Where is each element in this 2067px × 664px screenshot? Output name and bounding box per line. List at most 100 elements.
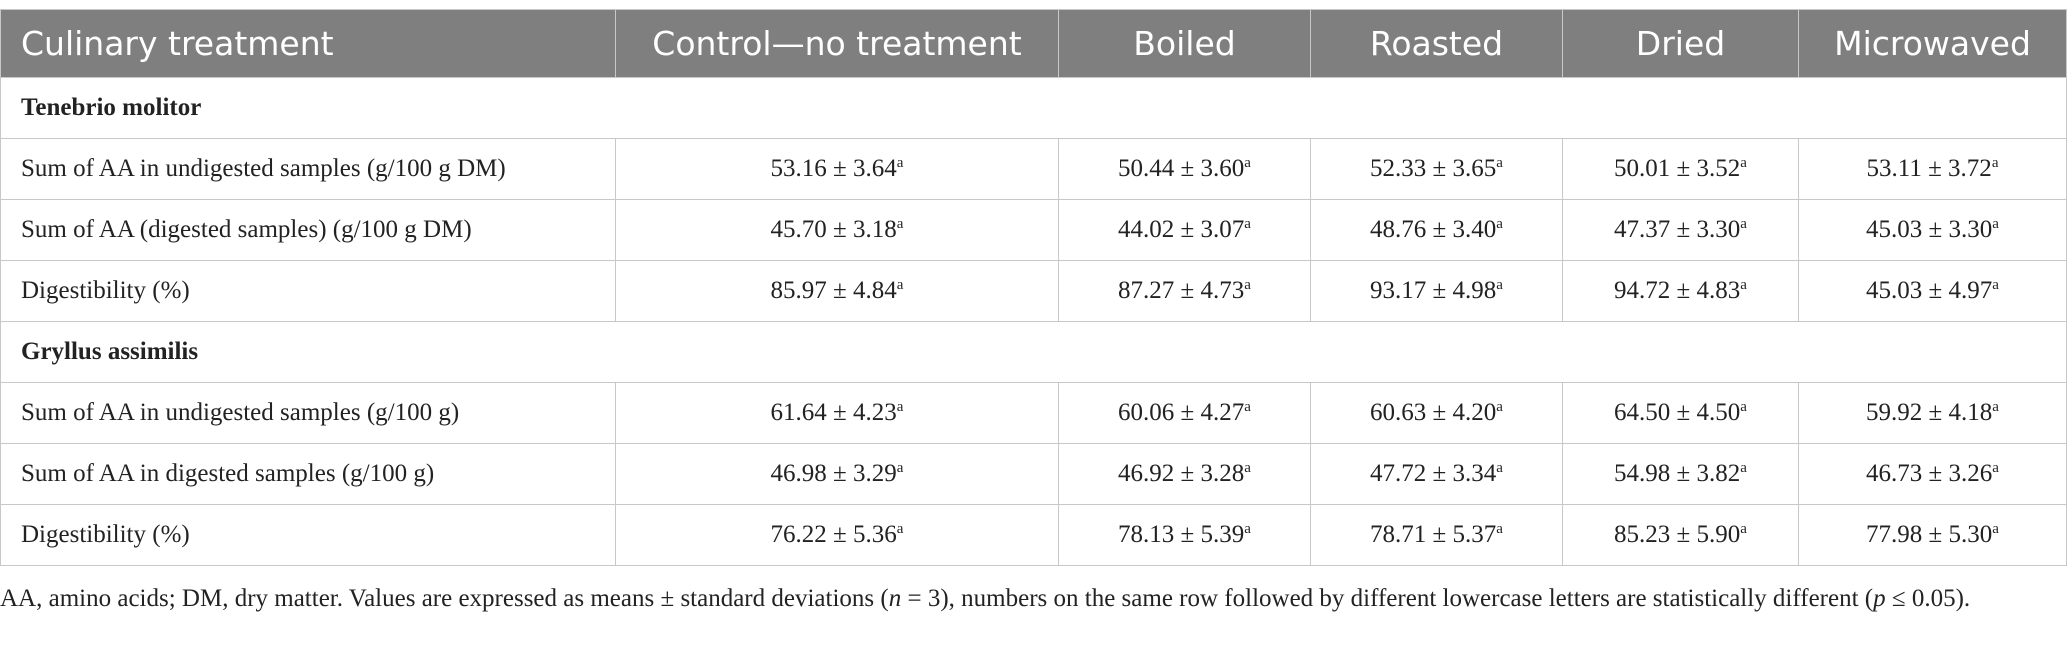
section-row: Tenebrio molitor — [0, 77, 2067, 139]
cell-superscript: a — [1992, 460, 1999, 476]
cell: 76.22 ± 5.36a — [615, 504, 1059, 566]
cell-superscript: a — [1244, 155, 1251, 171]
cell: 46.98 ± 3.29a — [615, 443, 1059, 505]
row-label: Sum of AA in digested samples (g/100 g) — [0, 443, 616, 505]
cell-superscript: a — [1496, 521, 1503, 537]
cell-value: 78.13 ± 5.39 — [1118, 521, 1245, 548]
cell-value: 85.23 ± 5.90 — [1614, 521, 1741, 548]
footnote-text: = 3), numbers on the same row followed b… — [901, 585, 1874, 612]
footnote-text: p — [1873, 585, 1886, 612]
row-label: Digestibility (%) — [0, 260, 616, 322]
cell-superscript: a — [1244, 399, 1251, 415]
cell: 85.23 ± 5.90a — [1562, 504, 1799, 566]
cell: 54.98 ± 3.82a — [1562, 443, 1799, 505]
cell-superscript: a — [1740, 521, 1747, 537]
section-title: Tenebrio molitor — [0, 77, 2067, 139]
data-row: Digestibility (%) 76.22 ± 5.36a 78.13 ± 5.… — [0, 504, 2067, 566]
cell-superscript: a — [1740, 460, 1747, 476]
cell-value: 46.92 ± 3.28 — [1118, 460, 1245, 487]
column-header: Microwaved — [1798, 9, 2067, 78]
row-label: Sum of AA in undigested samples (g/100 g… — [0, 382, 616, 444]
cell-superscript: a — [1992, 277, 1999, 293]
cell-value: 59.92 ± 4.18 — [1866, 399, 1993, 426]
footnote-text: AA, amino acids; DM, dry matter. Values … — [0, 585, 889, 612]
cell: 61.64 ± 4.23a — [615, 382, 1059, 444]
cell-value: 46.73 ± 3.26 — [1866, 460, 1993, 487]
cell-superscript: a — [1496, 155, 1503, 171]
cell-superscript: a — [1496, 399, 1503, 415]
cell-value: 44.02 ± 3.07 — [1118, 216, 1245, 243]
cell-superscript: a — [1496, 216, 1503, 232]
row-label: Sum of AA in undigested samples (g/100 g… — [0, 138, 616, 200]
cell-superscript: a — [896, 399, 904, 415]
cell: 50.01 ± 3.52a — [1562, 138, 1799, 200]
cell: 77.98 ± 5.30a — [1798, 504, 2067, 566]
cell-superscript: a — [1740, 216, 1747, 232]
data-row: Sum of AA (digested samples) (g/100 g DM… — [0, 199, 2067, 261]
cell: 45.03 ± 3.30a — [1798, 199, 2067, 261]
row-label: Sum of AA (digested samples) (g/100 g DM… — [0, 199, 616, 261]
cell: 44.02 ± 3.07a — [1058, 199, 1311, 261]
data-row: Sum of AA in digested samples (g/100 g) 4… — [0, 443, 2067, 505]
section-row: Gryllus assimilis — [0, 321, 2067, 383]
cell-value: 50.01 ± 3.52 — [1614, 155, 1741, 182]
cell-superscript: a — [1991, 155, 1999, 171]
data-row: Sum of AA in undigested samples (g/100 g… — [0, 382, 2067, 444]
cell: 94.72 ± 4.83a — [1562, 260, 1799, 322]
cell: 60.63 ± 4.20a — [1310, 382, 1563, 444]
cell: 46.92 ± 3.28a — [1058, 443, 1311, 505]
footnote: AA, amino acids; DM, dry matter. Values … — [0, 580, 2000, 617]
cell: 52.33 ± 3.65a — [1310, 138, 1563, 200]
cell-value: 45.03 ± 3.30 — [1866, 216, 1993, 243]
column-header: Boiled — [1058, 9, 1311, 78]
cell-value: 47.37 ± 3.30 — [1614, 216, 1741, 243]
cell-value: 48.76 ± 3.40 — [1370, 216, 1497, 243]
cell: 47.37 ± 3.30a — [1562, 199, 1799, 261]
cell: 78.71 ± 5.37a — [1310, 504, 1563, 566]
cell: 47.72 ± 3.34a — [1310, 443, 1563, 505]
cell: 45.70 ± 3.18a — [615, 199, 1059, 261]
data-row: Sum of AA in undigested samples (g/100 g… — [0, 138, 2067, 200]
cell-superscript: a — [1244, 460, 1251, 476]
cell: 85.97 ± 4.84a — [615, 260, 1059, 322]
row-label: Digestibility (%) — [0, 504, 616, 566]
cell-superscript: a — [896, 460, 904, 476]
cell-value: 60.63 ± 4.20 — [1370, 399, 1497, 426]
cell-value: 77.98 ± 5.30 — [1866, 521, 1993, 548]
cell: 46.73 ± 3.26a — [1798, 443, 2067, 505]
cell: 53.16 ± 3.64a — [615, 138, 1059, 200]
cell-value: 64.50 ± 4.50 — [1614, 399, 1741, 426]
cell-value: 85.97 ± 4.84 — [770, 277, 897, 304]
cell: 50.44 ± 3.60a — [1058, 138, 1311, 200]
data-row: Digestibility (%) 85.97 ± 4.84a 87.27 ± 4.… — [0, 260, 2067, 322]
cell-value: 94.72 ± 4.83 — [1614, 277, 1741, 304]
cell-superscript: a — [1992, 521, 1999, 537]
cell-value: 45.70 ± 3.18 — [770, 216, 897, 243]
cell-value: 52.33 ± 3.65 — [1370, 155, 1497, 182]
cell-superscript: a — [1496, 460, 1503, 476]
footnote-text: n — [888, 585, 902, 612]
cell: 59.92 ± 4.18a — [1798, 382, 2067, 444]
column-header: Dried — [1562, 9, 1799, 78]
cell-value: 45.03 ± 4.97 — [1866, 277, 1993, 304]
cell: 93.17 ± 4.98a — [1310, 260, 1563, 322]
cell-value: 87.27 ± 4.73 — [1118, 277, 1245, 304]
cell-superscript: a — [896, 216, 904, 232]
cell-value: 54.98 ± 3.82 — [1614, 460, 1741, 487]
cell-value: 60.06 ± 4.27 — [1118, 399, 1245, 426]
cell-value: 78.71 ± 5.37 — [1370, 521, 1497, 548]
cell-value: 76.22 ± 5.36 — [770, 521, 897, 548]
cell: 45.03 ± 4.97a — [1798, 260, 2067, 322]
cell: 48.76 ± 3.40a — [1310, 199, 1563, 261]
cell-value: 50.44 ± 3.60 — [1118, 155, 1245, 182]
cell-superscript: a — [1992, 216, 1999, 232]
cell-value: 53.16 ± 3.64 — [770, 155, 897, 182]
cell-superscript: a — [1244, 277, 1251, 293]
cell-superscript: a — [896, 155, 904, 171]
cell-value: 53.11 ± 3.72 — [1866, 155, 1992, 182]
cell-value: 93.17 ± 4.98 — [1370, 277, 1497, 304]
cell-superscript: a — [1244, 521, 1251, 537]
cell-superscript: a — [1244, 216, 1251, 232]
cell-superscript: a — [1740, 277, 1747, 293]
cell-superscript: a — [1740, 155, 1747, 171]
